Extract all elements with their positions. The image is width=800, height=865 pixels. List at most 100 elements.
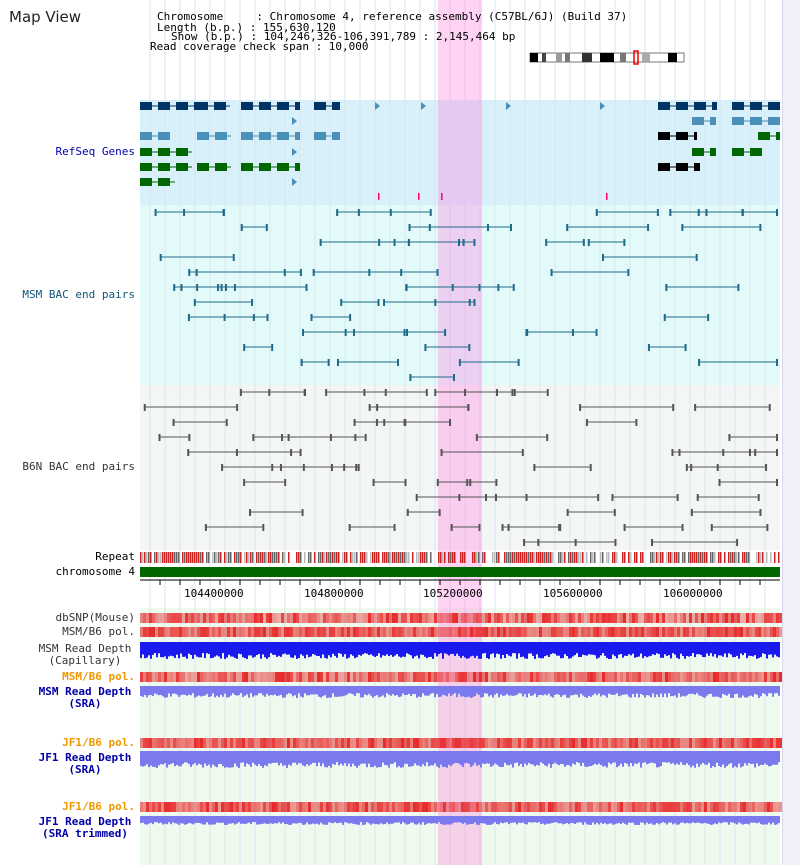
polymorphism-cell	[497, 613, 500, 623]
track-label-jf1-pol-2[interactable]: JF1/B6 pol.	[62, 800, 135, 813]
track-label-msm-bac[interactable]: MSM BAC end pairs	[22, 288, 135, 301]
repeat-mark	[156, 552, 158, 563]
track-label-msm-depth-capillary[interactable]: MSM Read Depth (Capillary)	[30, 643, 140, 667]
read-depth-bar	[244, 816, 246, 824]
read-depth-bar	[298, 686, 300, 694]
read-depth-bar	[304, 642, 306, 659]
read-depth-bar	[500, 642, 502, 659]
read-depth-bar	[308, 686, 310, 696]
read-depth-bar	[180, 686, 182, 696]
read-depth-bar	[766, 686, 768, 697]
read-depth-bar	[748, 642, 750, 656]
repeat-mark	[174, 552, 176, 563]
polymorphism-cell	[206, 802, 209, 812]
track-label-msm-b6-pol-2[interactable]: MSM/B6 pol.	[62, 670, 135, 683]
read-depth-bar	[628, 686, 630, 697]
read-depth-bar	[220, 816, 222, 823]
repeat-mark	[378, 552, 380, 563]
read-depth-bar	[242, 686, 244, 698]
track-label-msm-depth-sra[interactable]: MSM Read Depth (SRA)	[30, 686, 140, 710]
polymorphism-cell	[230, 802, 233, 812]
polymorphism-cell	[635, 613, 638, 623]
read-depth-bar	[162, 686, 164, 697]
polymorphism-cell	[476, 627, 479, 637]
polymorphism-cell	[746, 672, 749, 682]
read-depth-bar	[600, 751, 602, 766]
polymorphism-cell	[155, 738, 158, 748]
read-depth-bar	[634, 686, 636, 698]
repeat-mark	[494, 552, 496, 563]
track-label-repeat[interactable]: Repeat	[95, 550, 135, 563]
read-depth-bar	[374, 686, 376, 697]
page-title: Map View	[9, 8, 82, 26]
track-label-dbsnp[interactable]: dbSNP(Mouse)	[55, 611, 135, 624]
polymorphism-cell	[341, 672, 344, 682]
polymorphism-cell	[428, 738, 431, 748]
read-depth-bar	[350, 642, 352, 655]
polymorphism-cell	[314, 672, 317, 682]
polymorphism-cell	[563, 627, 566, 637]
track-label-refseq[interactable]: RefSeq Genes	[55, 145, 135, 158]
read-depth-bar	[632, 751, 634, 767]
read-depth-bar	[732, 751, 734, 768]
read-depth-bar	[494, 686, 496, 695]
polymorphism-cell	[494, 738, 497, 748]
read-depth-bar	[406, 751, 408, 764]
read-depth-bar	[546, 686, 548, 696]
read-depth-bar	[304, 816, 306, 825]
read-depth-bar	[600, 816, 602, 823]
read-depth-bar	[776, 686, 778, 694]
read-depth-bar	[238, 642, 240, 654]
read-depth-bar	[476, 686, 478, 694]
read-depth-bar	[330, 751, 332, 768]
read-depth-bar	[648, 816, 650, 825]
polymorphism-cell	[149, 627, 152, 637]
polymorphism-cell	[773, 672, 776, 682]
gene-exon	[214, 102, 226, 110]
read-depth-bar	[580, 686, 582, 694]
read-depth-bar	[640, 686, 642, 694]
repeat-mark	[672, 552, 674, 563]
bac-end	[449, 419, 452, 426]
selection-highlight[interactable]	[438, 0, 482, 865]
repeat-mark	[656, 552, 658, 563]
polymorphism-cell	[158, 613, 161, 623]
read-depth-bar	[338, 642, 340, 654]
polymorphism-cell	[308, 672, 311, 682]
polymorphism-cell	[161, 613, 164, 623]
read-depth-bar	[396, 751, 398, 768]
read-depth-bar	[218, 642, 220, 657]
read-depth-bar	[562, 686, 564, 696]
polymorphism-cell	[413, 738, 416, 748]
polymorphism-cell	[614, 802, 617, 812]
track-label-msm-b6-pol-1[interactable]: MSM/B6 pol.	[62, 625, 135, 638]
polymorphism-cell	[755, 672, 758, 682]
polymorphism-cell	[485, 672, 488, 682]
polymorphism-cell	[593, 627, 596, 637]
read-depth-bar	[548, 686, 550, 694]
bac-end	[509, 224, 512, 231]
read-depth-bar	[230, 751, 232, 768]
track-label-jf1-depth[interactable]: JF1 Read Depth (SRA)	[30, 752, 140, 776]
vertical-scrollbar[interactable]	[782, 0, 800, 865]
polymorphism-cell	[398, 672, 401, 682]
read-depth-bar	[320, 751, 322, 767]
polymorphism-cell	[653, 738, 656, 748]
track-label-jf1-depth-trimmed[interactable]: JF1 Read Depth (SRA trimmed)	[30, 816, 140, 840]
read-depth-bar	[252, 751, 254, 763]
track-label-jf1-pol-1[interactable]: JF1/B6 pol.	[62, 736, 135, 749]
chromosome-ideogram[interactable]	[529, 50, 685, 65]
polymorphism-cell	[440, 802, 443, 812]
polymorphism-cell	[197, 672, 200, 682]
bac-end	[436, 479, 439, 486]
polymorphism-cell	[662, 627, 665, 637]
bac-end	[428, 224, 431, 231]
track-label-b6n-bac[interactable]: B6N BAC end pairs	[22, 460, 135, 473]
read-depth-bar	[258, 686, 260, 694]
track-label-chromosome[interactable]: chromosome 4	[55, 565, 135, 578]
read-depth-bar	[446, 642, 448, 655]
repeat-mark	[688, 552, 690, 563]
read-depth-bar	[588, 642, 590, 655]
repeat-mark	[438, 552, 440, 563]
